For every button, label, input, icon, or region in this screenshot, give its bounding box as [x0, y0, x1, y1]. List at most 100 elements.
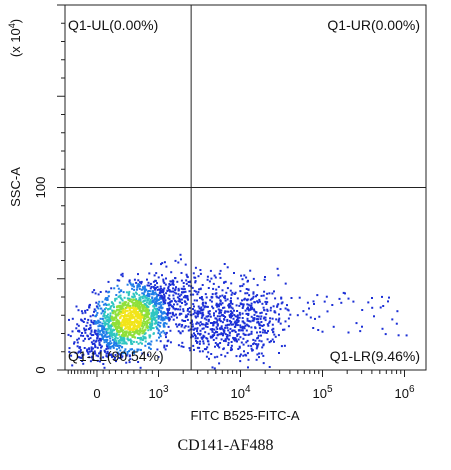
event-dot [220, 314, 223, 317]
event-dot [244, 324, 247, 327]
event-dot [202, 342, 205, 345]
event-dot [100, 345, 103, 348]
event-dot [116, 337, 119, 340]
event-dot [101, 329, 104, 331]
event-dot [157, 294, 160, 297]
event-dot [198, 346, 201, 349]
event-dot [133, 302, 136, 305]
event-dot [112, 303, 115, 306]
event-dot [162, 323, 165, 326]
event-dot [219, 320, 222, 323]
event-dot [227, 310, 230, 313]
event-dot [110, 315, 113, 318]
event-dot [115, 297, 118, 300]
event-dot [96, 346, 99, 349]
event-dot [157, 356, 160, 358]
event-dot [111, 309, 114, 312]
event-dot [258, 339, 261, 342]
event-dot [115, 313, 118, 316]
event-dot [172, 283, 175, 286]
event-dot [119, 327, 122, 330]
event-dot [271, 338, 274, 341]
event-dot [344, 292, 346, 295]
event-dot [140, 336, 142, 339]
event-dot [122, 332, 125, 334]
event-dot [144, 337, 147, 340]
event-dot [130, 300, 133, 303]
event-dot [71, 317, 74, 320]
event-dot [229, 315, 231, 318]
event-dot [138, 323, 141, 326]
event-dot [247, 303, 250, 306]
event-dot [107, 308, 110, 311]
event-dot [140, 311, 143, 314]
event-dot [165, 331, 168, 334]
event-dot [218, 305, 220, 308]
event-dot [133, 322, 136, 325]
event-dot [118, 325, 120, 328]
event-dot [91, 343, 94, 345]
event-dot [151, 311, 154, 314]
event-dot [229, 300, 232, 303]
event-dot [84, 329, 87, 332]
event-dot [231, 302, 234, 305]
event-dot [89, 326, 92, 329]
event-dot [342, 291, 345, 294]
event-dot [83, 327, 86, 330]
event-dot [166, 309, 169, 311]
event-dot [147, 342, 150, 345]
event-dot [206, 275, 209, 278]
event-dot [97, 303, 100, 306]
event-dot [235, 340, 238, 343]
event-dot [167, 297, 170, 300]
y-tick-label: 100 [33, 177, 48, 199]
event-dot [175, 323, 178, 326]
event-dot [127, 302, 130, 305]
event-dot [256, 300, 259, 303]
event-dot [122, 312, 125, 314]
event-dot [121, 318, 124, 321]
event-dot [250, 330, 253, 333]
event-dot [182, 308, 185, 311]
event-dot [141, 325, 144, 328]
event-dot [91, 355, 94, 358]
event-dot [197, 322, 200, 325]
event-dot [268, 341, 271, 344]
event-dot [168, 289, 171, 292]
event-dot [235, 355, 238, 358]
event-dot [221, 321, 224, 324]
event-dot [241, 284, 244, 287]
event-dot [106, 322, 109, 325]
event-dot [194, 281, 197, 284]
event-dot [118, 291, 121, 294]
event-dot [163, 293, 165, 296]
event-dot [160, 296, 163, 299]
event-dot [234, 337, 237, 340]
event-dot [266, 308, 269, 311]
event-dot [97, 320, 100, 323]
event-dot [367, 301, 370, 304]
event-dot [234, 291, 237, 294]
event-dot [268, 292, 271, 295]
event-dot [94, 332, 97, 335]
event-dot [233, 339, 236, 342]
event-dot [226, 337, 229, 340]
event-dot [133, 295, 136, 298]
event-dot [223, 318, 226, 321]
event-dot [162, 300, 165, 303]
event-dot [127, 328, 130, 331]
event-dot [107, 303, 110, 306]
event-dot [128, 339, 131, 341]
event-dot [221, 294, 224, 297]
event-dot [117, 342, 120, 345]
event-dot [250, 326, 253, 329]
event-dot [157, 329, 160, 332]
event-dot [245, 329, 248, 332]
event-dot [243, 333, 246, 336]
event-dot [395, 322, 398, 325]
event-dot [236, 321, 239, 324]
event-dot [240, 274, 243, 277]
event-dot [100, 325, 103, 328]
event-dot [234, 315, 237, 318]
